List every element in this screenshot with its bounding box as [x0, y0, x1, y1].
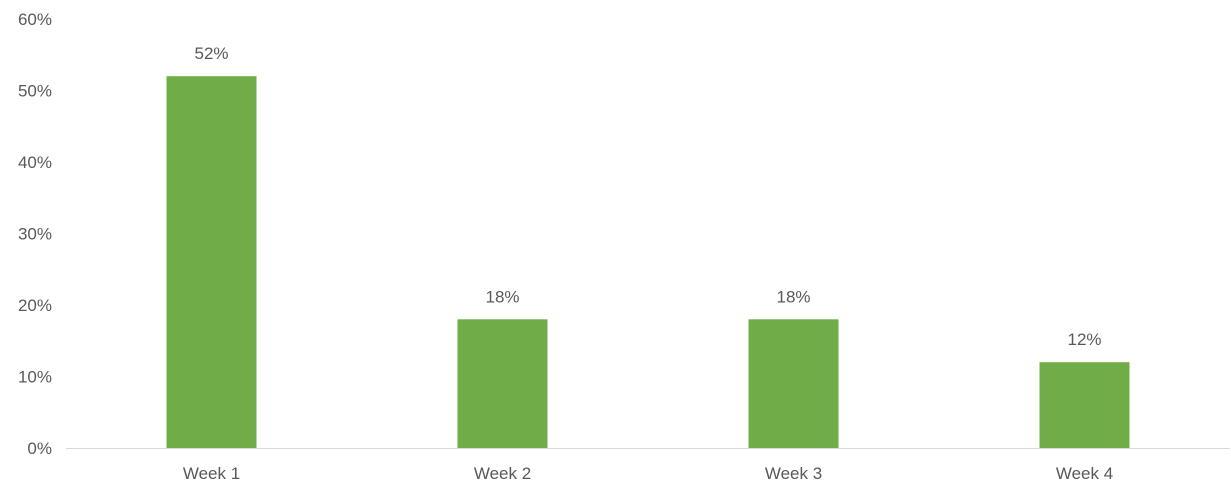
- x-tick-label: Week 4: [1056, 464, 1113, 483]
- data-label: 18%: [776, 287, 810, 306]
- y-tick-label: 60%: [18, 10, 52, 29]
- y-tick-label: 40%: [18, 153, 52, 172]
- data-label: 18%: [485, 287, 519, 306]
- data-label: 12%: [1067, 330, 1101, 349]
- bar: [166, 76, 257, 448]
- y-tick-label: 30%: [18, 225, 52, 244]
- y-tick-label: 10%: [18, 368, 52, 387]
- data-label: 52%: [194, 44, 228, 63]
- bars: [166, 76, 1130, 448]
- bar: [748, 319, 839, 448]
- y-axis-ticks: 0% 10% 20% 30% 40% 50% 60%: [18, 10, 52, 458]
- y-tick-label: 50%: [18, 82, 52, 101]
- x-tick-label: Week 1: [183, 464, 240, 483]
- x-axis-labels: Week 1 Week 2 Week 3 Week 4: [183, 464, 1113, 483]
- x-tick-label: Week 2: [474, 464, 531, 483]
- bar: [457, 319, 548, 448]
- y-tick-label: 0%: [27, 439, 52, 458]
- y-tick-label: 20%: [18, 296, 52, 315]
- data-labels: 52% 18% 18% 12%: [194, 44, 1101, 349]
- bar: [1039, 362, 1130, 448]
- x-tick-label: Week 3: [765, 464, 822, 483]
